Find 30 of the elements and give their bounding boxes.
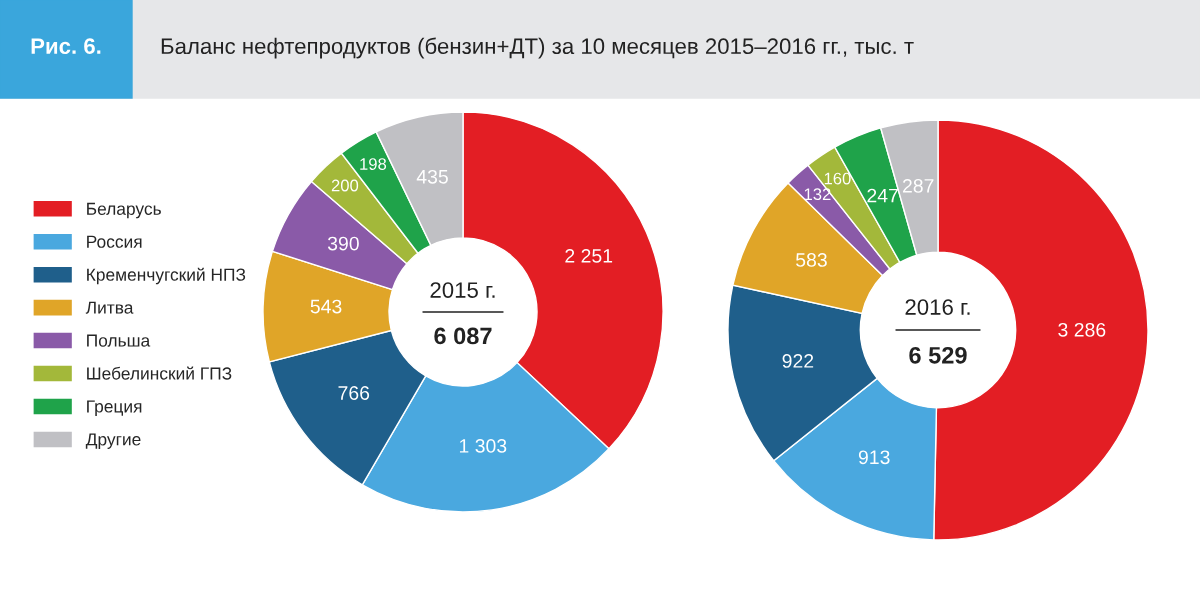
data-label: 1 303 [459,439,507,453]
data-label: 913 [858,450,890,465]
data-label: 922 [782,354,814,368]
data-label: 200 [331,179,359,192]
text: 2016 г. [905,299,970,315]
legend-label: Другие [85,433,141,449]
data-label: 132 [804,188,831,201]
legend-label: Кременчугский НПЗ [87,267,246,285]
data-label: 390 [327,236,359,251]
text: 6 529 [909,346,967,364]
chart-title: Баланс нефтепродуктов (бензин+ДТ) за 10 месяцев 2015–2016 гг., тыс. т [161,37,914,59]
data-label: 198 [360,158,387,170]
legend-label: Польша [87,334,151,347]
data-label: 766 [338,386,370,400]
legend-label: Греция [87,400,142,417]
data-label: 583 [796,253,827,267]
legend-label: Россия [87,235,142,248]
data-label: 287 [902,178,934,193]
data-label: 435 [416,169,448,184]
data-label: 543 [310,299,342,314]
data-label: 160 [824,172,851,185]
legend-label: Литва [85,301,134,314]
text: 6 087 [434,327,492,345]
data-label: 247 [867,188,898,203]
data-label: 3 286 [1058,322,1106,337]
legend-label: Беларусь [87,202,161,219]
text: 2015 г. [430,282,495,298]
text: Рис. 6. [31,38,101,54]
legend-label: Шебелинский ГПЗ [87,366,232,380]
data-label: 2 251 [565,248,613,263]
